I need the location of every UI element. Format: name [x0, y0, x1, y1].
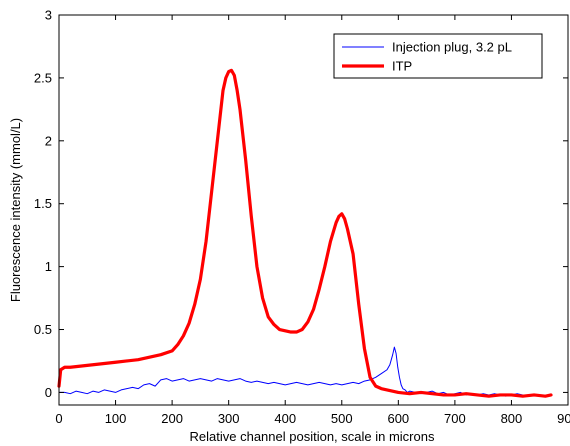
y-tick-label: 0.5: [34, 322, 52, 337]
x-tick-label: 300: [218, 411, 240, 426]
x-tick-label: 700: [444, 411, 466, 426]
y-tick-label: 2.5: [34, 70, 52, 85]
series-line-injection-plug: [59, 347, 551, 396]
y-tick-label: 1.5: [34, 196, 52, 211]
x-axis-label: Relative channel position, scale in micr…: [190, 429, 435, 444]
x-tick-label: 900: [557, 411, 570, 426]
x-tick-label: 400: [274, 411, 296, 426]
x-tick-label: 200: [161, 411, 183, 426]
y-tick-label: 1: [45, 259, 52, 274]
series-line-itp: [59, 70, 551, 396]
y-tick-label: 2: [45, 133, 52, 148]
x-tick-label: 600: [387, 411, 409, 426]
legend: Injection plug, 3.2 pL ITP: [334, 34, 542, 78]
legend-label-injection-plug: Injection plug, 3.2 pL: [392, 40, 512, 55]
y-tick-label: 3: [45, 8, 52, 23]
legend-label-itp: ITP: [392, 59, 412, 74]
x-tick-label: 100: [105, 411, 127, 426]
y-tick-label: 0: [45, 385, 52, 400]
y-axis-label: Fluorescence intensity (mmol/L): [8, 118, 23, 302]
x-tick-label: 800: [501, 411, 523, 426]
x-tick-label: 0: [55, 411, 62, 426]
plot-area: [59, 70, 551, 396]
x-tick-label: 500: [331, 411, 353, 426]
